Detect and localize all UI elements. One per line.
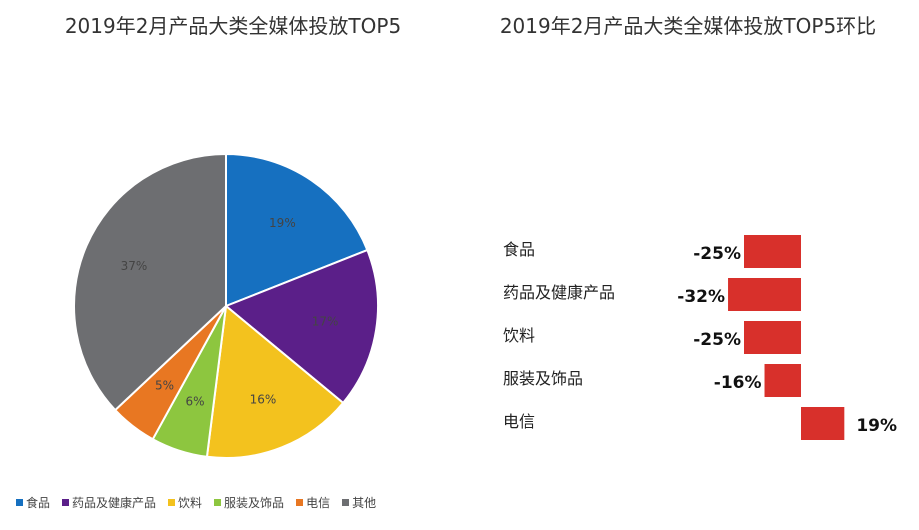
bar-chart-title: 2019年2月产品大类全媒体投放TOP5环比 — [499, 14, 877, 38]
pie-label-4: 5% — [155, 378, 174, 392]
legend-label: 其他 — [352, 496, 377, 510]
legend-label: 食品 — [26, 496, 51, 510]
bar-value-label-3: -16% — [714, 373, 762, 393]
legend-swatch — [214, 499, 222, 506]
legend-label: 电信 — [306, 496, 331, 510]
bar-value-label-2: -25% — [693, 330, 741, 350]
bar-0 — [744, 235, 801, 268]
pie-label-5: 37% — [121, 259, 148, 273]
pie-slice-1 — [224, 248, 379, 405]
pie-label-3: 6% — [185, 394, 204, 408]
legend-swatch — [16, 499, 23, 506]
pie-chart-title: 2019年2月产品大类全媒体投放TOP5 — [64, 14, 402, 38]
legend-label: 服装及饰品 — [224, 496, 285, 510]
legend-item-1: 药品及健康产品 — [62, 494, 156, 511]
pie-slice-0 — [225, 152, 369, 308]
bar-3 — [764, 364, 801, 397]
pie-label-0: 19% — [269, 216, 296, 230]
legend-item-4: 电信 — [296, 494, 330, 511]
bar-value-label-0: -25% — [693, 244, 741, 264]
legend-item-2: 饮料 — [168, 494, 202, 511]
bar-value-label-1: -32% — [677, 287, 725, 307]
pie-legend: 食品 药品及健康产品 饮料 服装及饰品 电信 其他 — [16, 494, 376, 511]
legend-swatch — [62, 499, 70, 506]
legend-swatch — [342, 499, 350, 506]
legend-swatch — [168, 499, 176, 506]
pie-slice-5 — [73, 152, 227, 412]
bar-category-label-4: 电信 — [503, 412, 535, 431]
pie-slice-2 — [205, 304, 345, 459]
bar-category-label-0: 食品 — [503, 240, 535, 259]
charts-canvas: 19% 17% 16% 6% 5% 37% 食品 -25% 药品及健康产品 -32% 饮料 -25% 服… — [73, 152, 897, 459]
bar-1 — [728, 278, 801, 311]
bar-category-label-3: 服装及饰品 — [503, 369, 583, 388]
bar-4 — [801, 407, 845, 440]
bar-2 — [744, 321, 801, 354]
pie-label-2: 16% — [250, 392, 277, 406]
bar-value-label-4: 19% — [856, 416, 897, 436]
legend-item-5: 其他 — [342, 494, 376, 511]
pie-label-1: 17% — [312, 315, 339, 329]
bar-category-label-2: 饮料 — [503, 326, 535, 345]
bar-category-label-1: 药品及健康产品 — [503, 283, 615, 302]
legend-item-3: 服装及饰品 — [214, 494, 284, 511]
legend-item-0: 食品 — [16, 494, 50, 511]
legend-label: 药品及健康产品 — [72, 496, 157, 510]
legend-label: 饮料 — [178, 496, 203, 510]
legend-swatch — [296, 499, 304, 506]
